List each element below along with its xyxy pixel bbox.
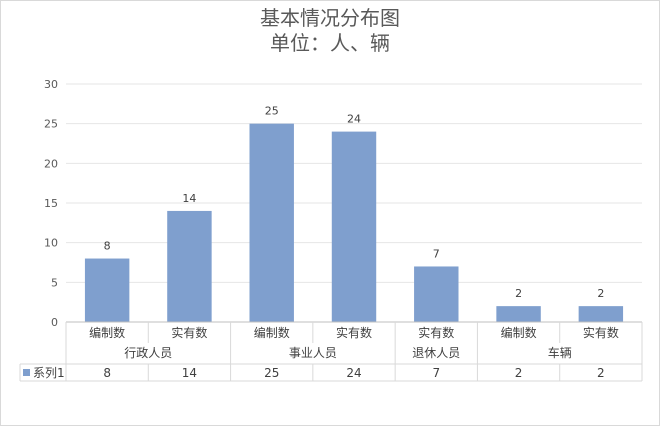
y-tick-label: 15	[44, 197, 58, 210]
table-value: 2	[515, 366, 523, 380]
category-label: 实有数	[336, 325, 372, 340]
bar	[496, 306, 541, 322]
category-label: 编制数	[89, 325, 125, 340]
y-tick-label: 5	[51, 276, 58, 289]
bar	[331, 131, 377, 322]
table-value: 14	[182, 366, 197, 380]
y-tick-label: 10	[44, 237, 58, 250]
y-tick-label: 30	[44, 78, 58, 91]
data-label: 2	[597, 287, 604, 300]
y-tick-label: 20	[44, 157, 58, 170]
data-label: 24	[347, 113, 361, 126]
data-label: 8	[104, 240, 111, 253]
group-label: 事业人员	[289, 346, 337, 360]
table-value: 24	[346, 366, 361, 380]
data-label: 25	[265, 105, 279, 118]
group-label: 车辆	[548, 345, 572, 360]
legend-series-name: 系列1	[33, 366, 65, 380]
bar	[414, 266, 459, 322]
table-value: 2	[597, 366, 605, 380]
table-value: 7	[432, 366, 440, 380]
group-label: 退休人员	[412, 346, 460, 360]
category-label: 实有数	[418, 325, 454, 340]
group-label: 行政人员	[124, 346, 172, 360]
data-label: 7	[433, 247, 440, 260]
chart-subtitle: 单位：人、辆	[270, 31, 390, 55]
table-value: 8	[103, 366, 111, 380]
table-value: 25	[264, 366, 279, 380]
bar	[84, 258, 130, 322]
y-tick-label: 0	[51, 316, 58, 329]
bar	[167, 210, 212, 322]
category-label: 编制数	[501, 325, 537, 340]
chart-title: 基本情况分布图	[260, 6, 400, 30]
y-tick-label: 25	[44, 118, 58, 131]
chart-title-block: 基本情况分布图 单位：人、辆	[0, 6, 660, 56]
legend-swatch	[23, 369, 30, 376]
category-label: 编制数	[254, 325, 290, 340]
category-label: 实有数	[583, 325, 619, 340]
bar	[249, 123, 294, 323]
data-label: 14	[182, 192, 196, 205]
bar	[578, 306, 624, 322]
category-label: 实有数	[171, 325, 207, 340]
data-label: 2	[515, 287, 522, 300]
